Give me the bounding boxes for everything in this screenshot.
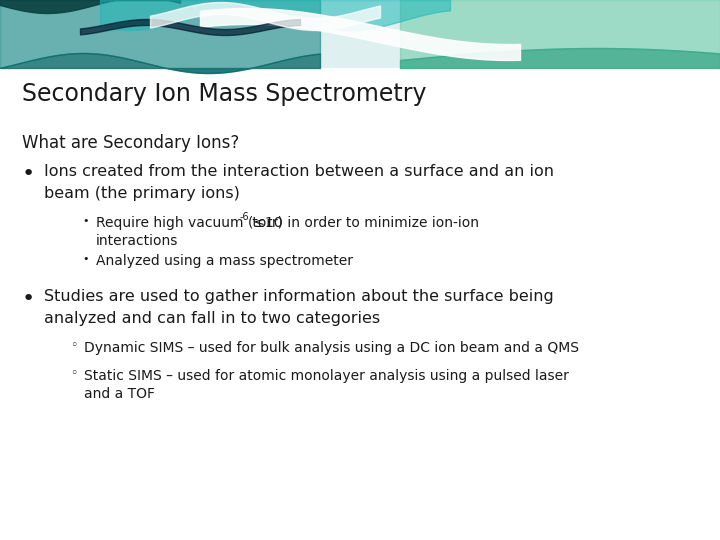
Text: Secondary Ion Mass Spectrometry: Secondary Ion Mass Spectrometry	[22, 82, 426, 106]
Text: •: •	[82, 216, 89, 226]
Text: Analyzed using a mass spectrometer: Analyzed using a mass spectrometer	[96, 254, 353, 268]
Text: ◦: ◦	[70, 339, 77, 352]
Text: Ions created from the interaction between a surface and an ion: Ions created from the interaction betwee…	[44, 164, 554, 179]
Text: ◦: ◦	[70, 367, 77, 380]
Text: Require high vacuum (≤10: Require high vacuum (≤10	[96, 216, 283, 230]
Text: What are Secondary Ions?: What are Secondary Ions?	[22, 134, 239, 152]
Text: torr) in order to minimize ion-ion: torr) in order to minimize ion-ion	[248, 216, 480, 230]
Text: and a TOF: and a TOF	[84, 387, 155, 401]
Text: -6: -6	[240, 212, 250, 222]
Bar	[0, 0, 720, 68]
Text: •: •	[22, 164, 35, 184]
Text: Static SIMS – used for atomic monolayer analysis using a pulsed laser: Static SIMS – used for atomic monolayer …	[84, 369, 569, 383]
Text: •: •	[82, 254, 89, 264]
Text: analyzed and can fall in to two categories: analyzed and can fall in to two categori…	[44, 311, 380, 326]
Text: beam (the primary ions): beam (the primary ions)	[44, 186, 240, 201]
Text: Studies are used to gather information about the surface being: Studies are used to gather information a…	[44, 289, 554, 304]
Text: •: •	[22, 289, 35, 309]
Text: Dynamic SIMS – used for bulk analysis using a DC ion beam and a QMS: Dynamic SIMS – used for bulk analysis us…	[84, 341, 579, 355]
Text: interactions: interactions	[96, 234, 179, 248]
